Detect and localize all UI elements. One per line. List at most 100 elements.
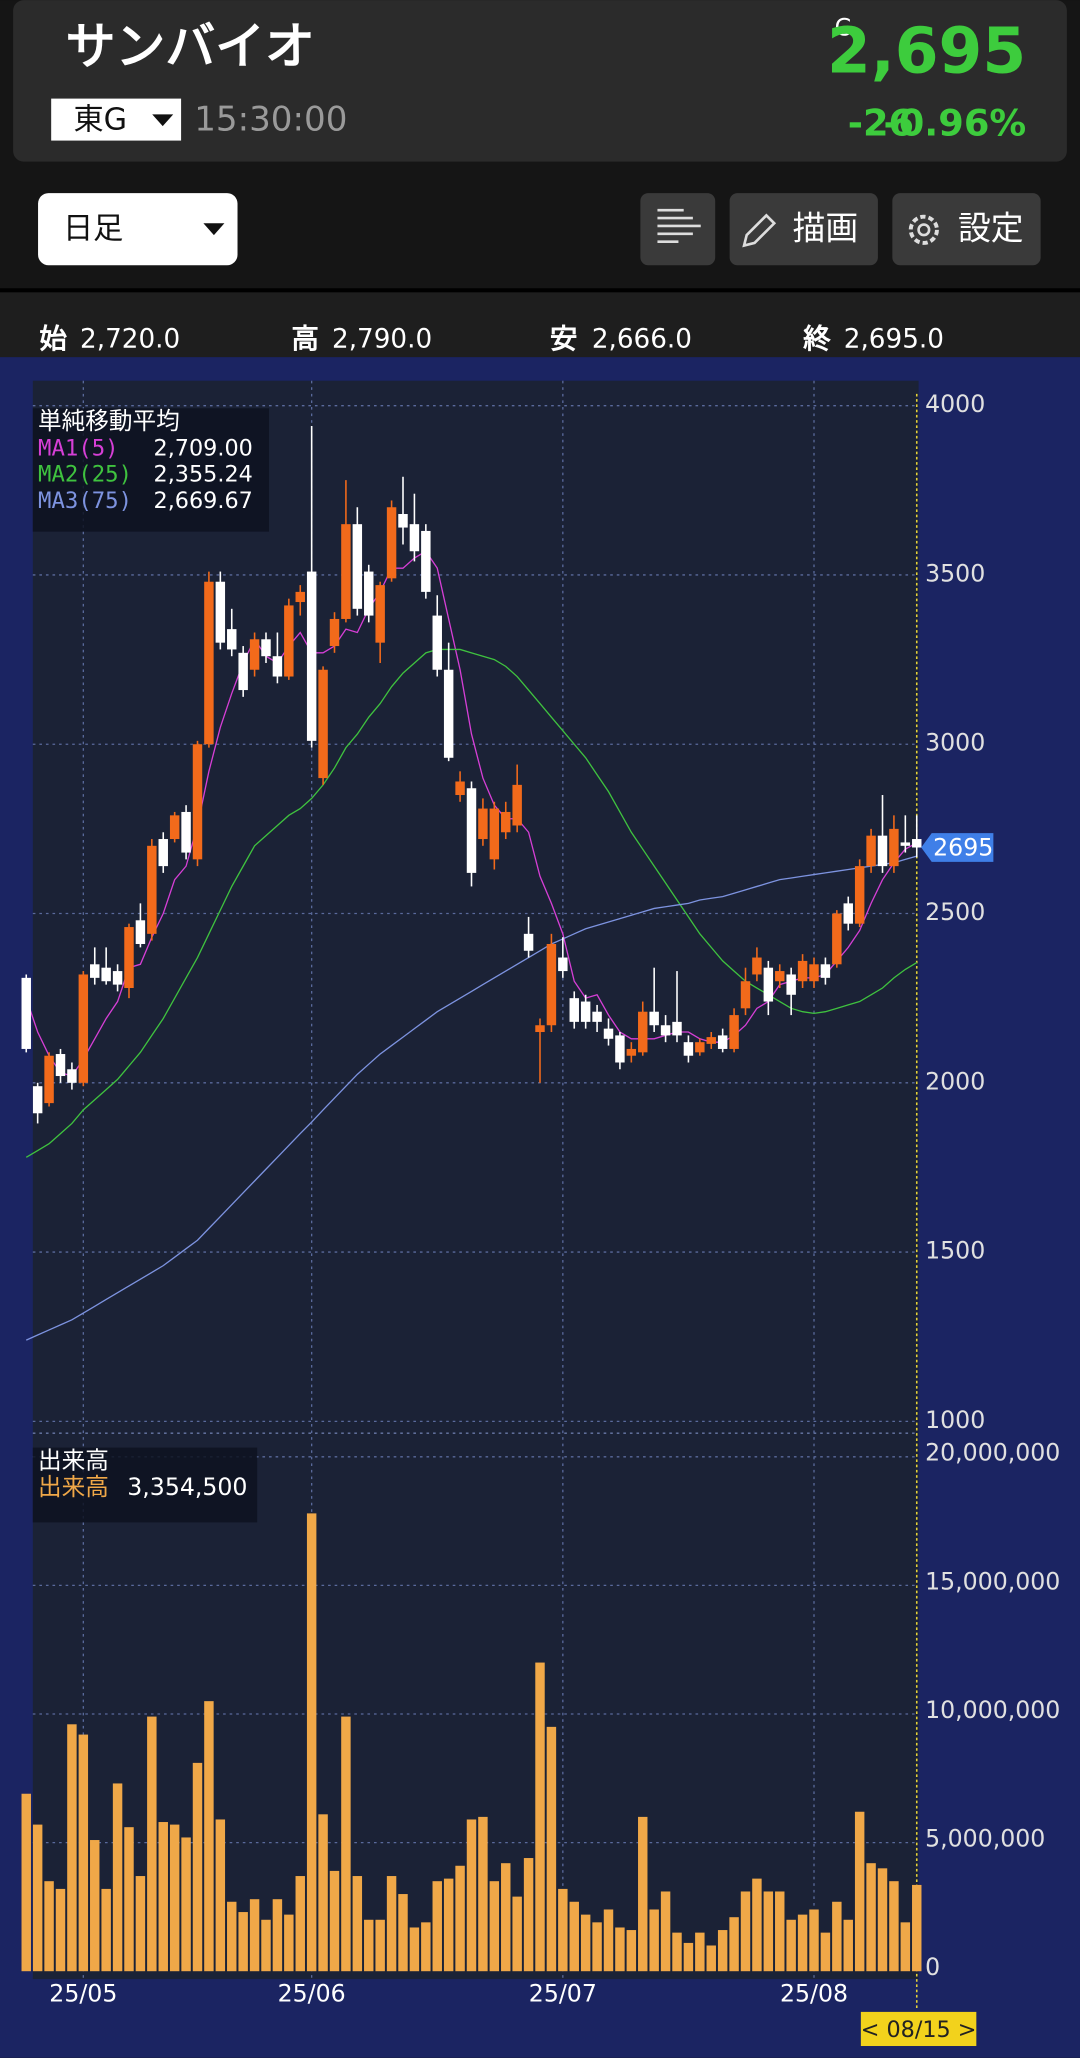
x-tick-label: 25/08 bbox=[780, 1979, 848, 2007]
candle-body bbox=[740, 981, 751, 1009]
candle-body bbox=[238, 652, 248, 691]
y-tick-label: 1500 bbox=[925, 1237, 985, 1265]
volume-bar bbox=[124, 1827, 134, 1972]
candle-body bbox=[649, 1011, 659, 1026]
volume-bar bbox=[181, 1837, 191, 1972]
gear-icon bbox=[908, 214, 939, 245]
legend-value: 2,709.00 bbox=[154, 435, 253, 461]
volume-bar bbox=[192, 1762, 203, 1972]
volume-bar bbox=[889, 1881, 899, 1972]
candle-body bbox=[912, 839, 922, 848]
y-tick-label: 15,000,000 bbox=[925, 1567, 1060, 1595]
market-label: 東G bbox=[73, 102, 127, 137]
candle-body bbox=[227, 629, 237, 650]
volume-bar bbox=[569, 1901, 579, 1972]
volume-bar bbox=[672, 1932, 682, 1972]
candle-body bbox=[135, 920, 146, 944]
candle-body bbox=[478, 808, 488, 840]
volume-bar bbox=[238, 1912, 248, 1972]
volume-bar bbox=[398, 1894, 408, 1972]
volume-bar bbox=[820, 1932, 831, 1972]
volume-bar bbox=[912, 1884, 922, 1972]
volume-bar bbox=[101, 1888, 111, 1972]
candle-body bbox=[341, 524, 351, 619]
candle-body bbox=[592, 1011, 602, 1022]
ohlc-label: 始 bbox=[39, 323, 67, 355]
price-tag bbox=[921, 833, 994, 862]
y-tick-label: 2500 bbox=[925, 898, 985, 926]
candle-body bbox=[44, 1055, 54, 1104]
plot: 1000 1500 2000 2500 3000 3500 4000 0 5,000,000 10… bbox=[21, 380, 1060, 2047]
y-tick-label: 20,000,000 bbox=[925, 1439, 1060, 1467]
candle-body bbox=[55, 1054, 66, 1077]
legend-box bbox=[32, 408, 270, 532]
volume-bar bbox=[21, 1793, 31, 1972]
y-tick-label: 1000 bbox=[925, 1406, 985, 1434]
volume-bar bbox=[78, 1734, 89, 1972]
volume-bar bbox=[169, 1824, 180, 1972]
volume-bar bbox=[535, 1662, 545, 1972]
price: 2,695 bbox=[827, 14, 1026, 87]
volume-bar bbox=[775, 1891, 785, 1972]
y-tick-label: 5,000,000 bbox=[925, 1824, 1045, 1852]
volume-bar bbox=[615, 1927, 625, 1972]
volume-bar bbox=[329, 1870, 340, 1972]
time: 15:30:00 bbox=[194, 99, 347, 139]
candle-body bbox=[900, 842, 911, 846]
candle-body bbox=[786, 974, 796, 995]
candle-body bbox=[672, 1021, 682, 1036]
candle-body bbox=[284, 605, 294, 677]
volume-bar bbox=[318, 1814, 328, 1972]
volume-bar bbox=[386, 1876, 397, 1972]
cursor-label-box bbox=[860, 2011, 977, 2047]
volume-bar bbox=[626, 1930, 637, 1972]
change-pct: -0.96% bbox=[884, 101, 1027, 144]
candle-body bbox=[820, 964, 831, 978]
volume-bar bbox=[421, 1922, 431, 1972]
volume-bar bbox=[877, 1868, 888, 1972]
volume-bar bbox=[854, 1811, 865, 1972]
volume-bar bbox=[523, 1858, 534, 1972]
candle-body bbox=[147, 845, 157, 934]
moving-average-line bbox=[25, 855, 917, 1341]
candle-body bbox=[615, 1035, 625, 1063]
ohlc-label: 安 bbox=[550, 323, 578, 355]
list-icon bbox=[657, 208, 701, 243]
candle-body bbox=[706, 1037, 716, 1044]
settings-label: 設定 bbox=[958, 209, 1024, 247]
candle-body bbox=[443, 669, 454, 758]
candle-body bbox=[386, 507, 397, 579]
volume-bar bbox=[740, 1891, 751, 1972]
volume-bar bbox=[797, 1914, 808, 1972]
indicator-button[interactable] bbox=[640, 193, 716, 266]
candle-body bbox=[169, 815, 180, 840]
candle-body bbox=[295, 591, 305, 603]
volume-bar bbox=[90, 1840, 100, 1972]
period-select[interactable] bbox=[38, 193, 238, 266]
ohlc-value: 2,720.0 bbox=[80, 325, 180, 355]
volume-bar bbox=[204, 1701, 214, 1972]
legend-name: MA1(5) bbox=[38, 435, 119, 461]
x-tick-label: 25/07 bbox=[529, 1979, 597, 2007]
y-tick-label: 10,000,000 bbox=[925, 1696, 1060, 1724]
dropdown-arrow bbox=[152, 114, 174, 127]
candle-body bbox=[683, 1042, 694, 1056]
legend-title: 出来高 bbox=[38, 1447, 109, 1475]
candle-body bbox=[843, 903, 853, 924]
draw-button[interactable] bbox=[729, 193, 878, 266]
change: -26 bbox=[848, 101, 914, 144]
volume-bar bbox=[112, 1783, 123, 1972]
volume-bar bbox=[158, 1822, 168, 1972]
candle-body bbox=[695, 1042, 705, 1053]
legend-name: MA2(25) bbox=[38, 462, 132, 488]
price-flag: C bbox=[835, 14, 852, 42]
x-tick-label: 25/06 bbox=[278, 1979, 346, 2007]
volume-bar bbox=[900, 1922, 911, 1972]
candle-body bbox=[558, 957, 568, 972]
candle-body bbox=[512, 784, 522, 826]
candle-body bbox=[603, 1028, 614, 1039]
settings-button[interactable] bbox=[892, 193, 1041, 266]
candle-body bbox=[535, 1025, 545, 1033]
